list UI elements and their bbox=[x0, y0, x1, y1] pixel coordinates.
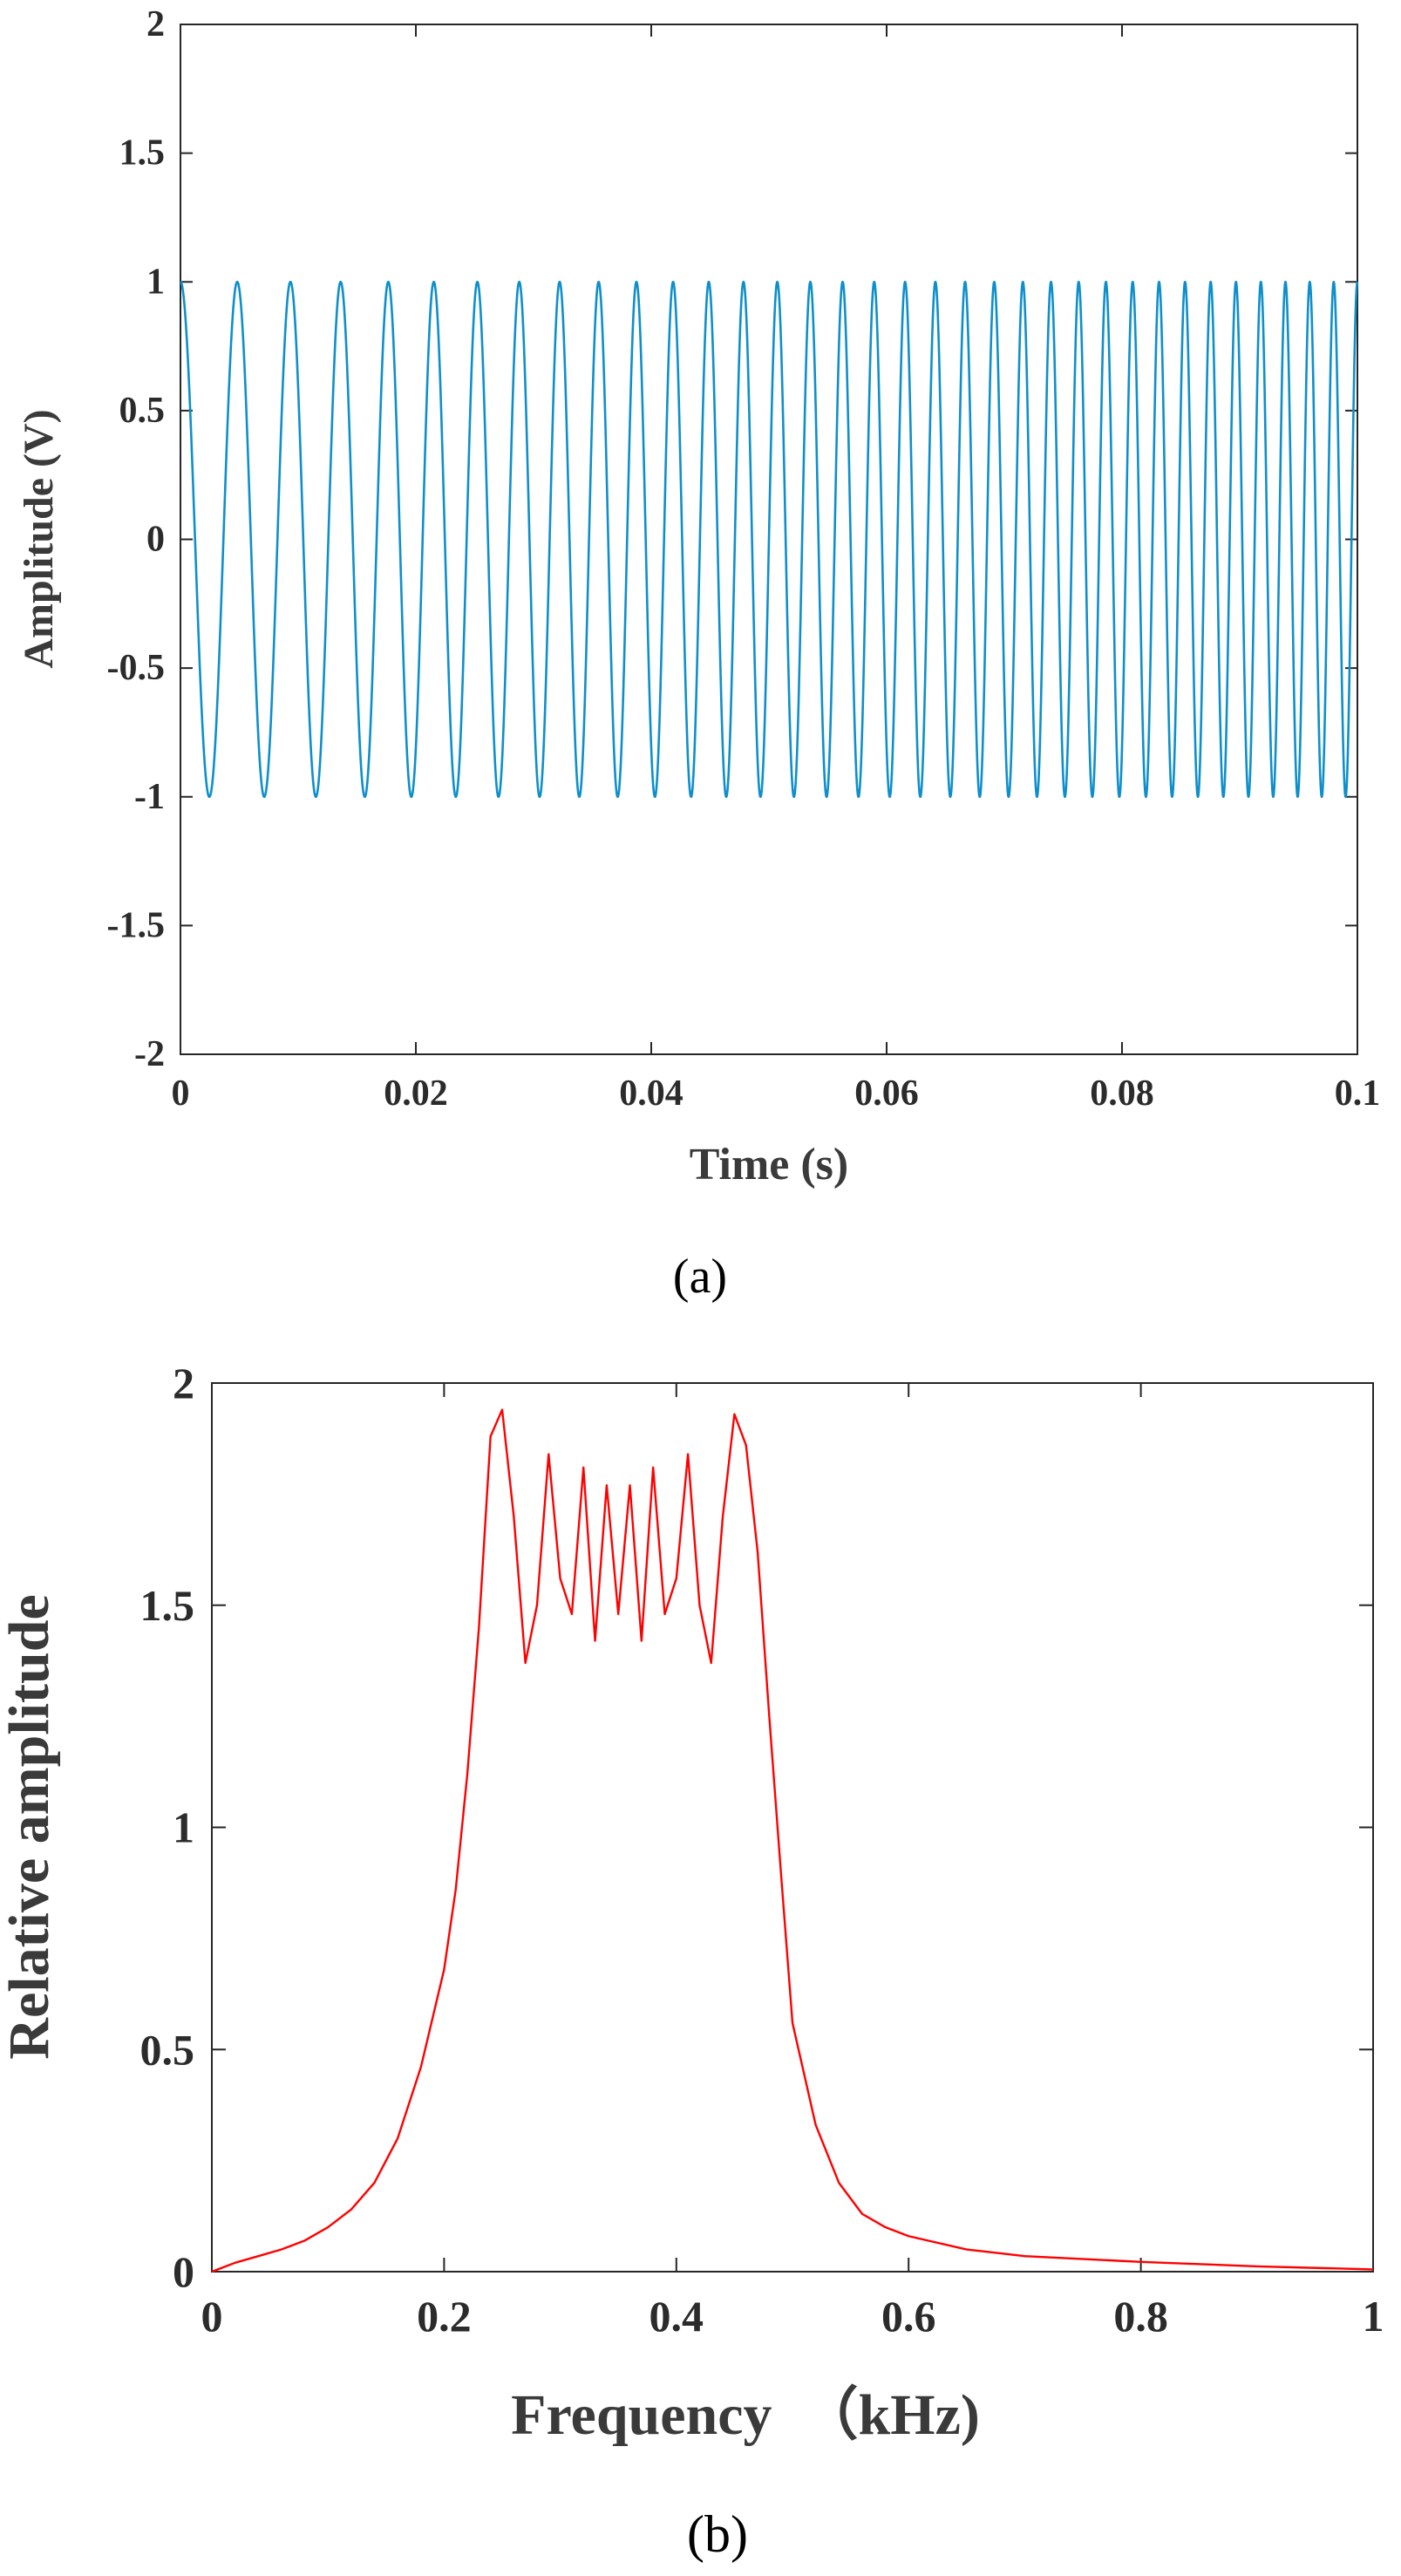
x-tick-label: 0 bbox=[201, 2292, 223, 2341]
y-tick-label: -2 bbox=[134, 1034, 165, 1074]
x-tick-label: 0.06 bbox=[854, 1073, 919, 1114]
series-line bbox=[179, 280, 1359, 799]
plot-frame bbox=[211, 1382, 1374, 2273]
y-tick-labels: 0 0.5 1 1.5 2 bbox=[140, 1359, 195, 2296]
x-tick-label: 0.08 bbox=[1090, 1073, 1154, 1114]
x-tick-label: 1 bbox=[1363, 2292, 1384, 2341]
y-tick-label: 0 bbox=[146, 520, 165, 560]
y-tick-label: 0.5 bbox=[140, 2025, 195, 2074]
panel-label-a: (a) bbox=[673, 1250, 727, 1304]
y-tick-label: 1.5 bbox=[140, 1581, 195, 1630]
x-tick-label: 0.6 bbox=[881, 2292, 936, 2341]
y-tick-label: -0.5 bbox=[107, 648, 166, 688]
x-tick-label: 0.04 bbox=[619, 1073, 683, 1114]
panel-b-chart: 0 0.5 1 1.5 2 0 0.2 0.4 0.6 0.8 1 Frequency （kHz)… bbox=[0, 1359, 1384, 2563]
x-tick-label: 0.2 bbox=[417, 2292, 472, 2341]
x-axis-label: Frequency （kHz) bbox=[511, 2382, 980, 2447]
panel-label-b: (b) bbox=[687, 2505, 748, 2563]
y-tick-label: 1.5 bbox=[119, 133, 166, 174]
x-axis-label: Time (s) bbox=[690, 1140, 848, 1189]
y-tick-label: 1 bbox=[173, 1803, 194, 1852]
panel-a-chart: -2-1.5-1-0.500.511.52 0 0.02 0.04 0.06 0.08 0… bbox=[16, 4, 1380, 1304]
y-tick-label: 0 bbox=[173, 2247, 194, 2296]
y-tick-labels: -2 -1.5 -1 -0.5 0 0.5 1 1.5 2 bbox=[107, 4, 166, 1074]
y-tick-label: 0.5 bbox=[119, 391, 166, 431]
y-tick-label: 2 bbox=[173, 1359, 194, 1407]
x-tick-label: 0.02 bbox=[384, 1073, 448, 1114]
x-tick-labels: 0 0.2 0.4 0.6 0.8 1 bbox=[201, 2292, 1384, 2341]
y-tick-label: 2 bbox=[146, 4, 165, 44]
y-axis-label: Amplitude (V) bbox=[16, 409, 62, 668]
series-line bbox=[211, 1408, 1374, 2273]
y-tick-label: -1.5 bbox=[107, 905, 166, 945]
y-tick-label: 1 bbox=[146, 262, 165, 302]
series-lines bbox=[179, 280, 1359, 799]
y-axis-label: Relative amplitude bbox=[0, 1594, 61, 2059]
x-tick-labels: 0 0.02 0.04 0.06 0.08 0.1 bbox=[172, 1073, 1381, 1114]
tick-marks bbox=[211, 1382, 1374, 2273]
series-lines bbox=[211, 1408, 1374, 2273]
x-tick-label: 0.8 bbox=[1113, 2292, 1168, 2341]
x-tick-label: 0.1 bbox=[1335, 1073, 1381, 1114]
x-tick-label: 0.4 bbox=[649, 2292, 704, 2341]
y-tick-label: -1 bbox=[134, 777, 165, 817]
x-tick-label: 0 bbox=[172, 1073, 190, 1114]
